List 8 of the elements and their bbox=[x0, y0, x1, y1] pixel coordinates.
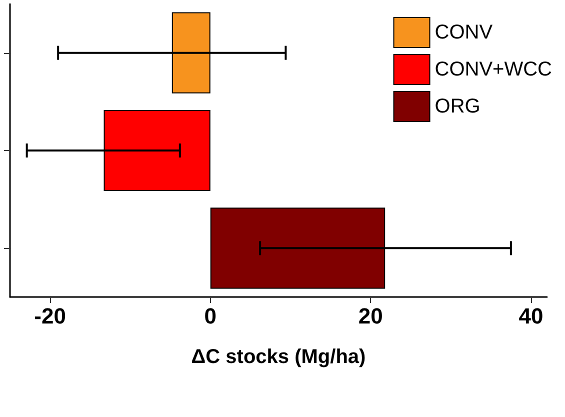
legend-label: CONV bbox=[434, 22, 494, 44]
x-tick-label: 0 bbox=[204, 304, 216, 328]
x-tick-label: 40 bbox=[518, 304, 544, 328]
x-tick-label: -20 bbox=[34, 304, 66, 328]
x-axis-title: ΔC stocks (Mg/ha) bbox=[191, 346, 366, 368]
legend-label: ORG bbox=[434, 96, 480, 118]
legend-label: CONV+WCC bbox=[434, 58, 552, 80]
x-tick-label: 20 bbox=[358, 304, 383, 328]
